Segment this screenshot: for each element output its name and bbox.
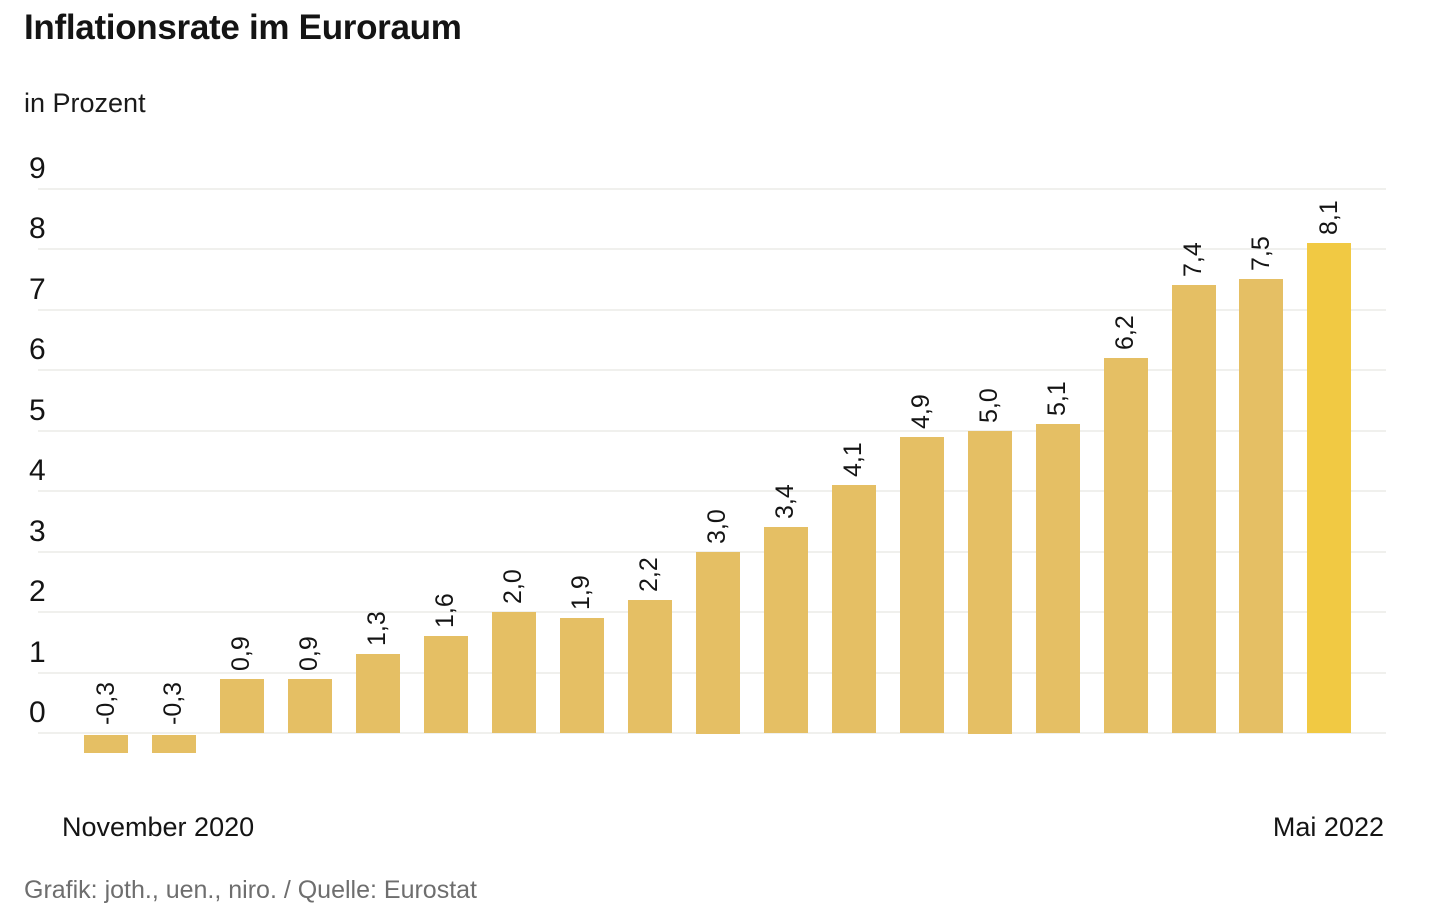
bar-18 xyxy=(1239,279,1283,733)
bar-5 xyxy=(356,654,400,733)
y-tick-label-8: 8 xyxy=(29,212,46,245)
bar-2 xyxy=(152,735,196,753)
bar-value-label-14: 5,0 xyxy=(975,388,1003,423)
bar-value-label-17: 7,4 xyxy=(1179,242,1207,277)
bar-8 xyxy=(560,618,604,733)
bar-7 xyxy=(492,612,536,733)
bar-17 xyxy=(1172,285,1216,733)
x-axis-start-label: November 2020 xyxy=(62,812,255,842)
gridline-3 xyxy=(38,550,1386,553)
bar-3 xyxy=(220,679,264,733)
y-tick-label-0: 0 xyxy=(29,696,46,729)
bar-6 xyxy=(424,636,468,733)
bar-value-label-8: 1,9 xyxy=(567,575,595,610)
bar-10 xyxy=(696,552,740,734)
y-tick-label-3: 3 xyxy=(29,514,46,548)
source-credit: Grafik: joth., uen., niro. / Quelle: Eur… xyxy=(24,876,477,904)
chart-title: Inflationsrate im Euroraum xyxy=(24,8,462,47)
y-tick-label-9: 9 xyxy=(29,151,46,185)
bar-16 xyxy=(1104,358,1148,733)
gridline-7 xyxy=(38,308,1386,311)
bar-value-label-18: 7,5 xyxy=(1247,236,1275,271)
bar-value-label-6: 1,6 xyxy=(431,593,459,628)
gridline-9 xyxy=(38,187,1386,190)
bar-value-label-7: 2,0 xyxy=(499,569,527,604)
bar-value-label-15: 5,1 xyxy=(1043,381,1071,416)
bar-value-label-4: 0,9 xyxy=(295,636,323,671)
bar-value-label-11: 3,4 xyxy=(771,484,799,519)
y-tick-label-7: 7 xyxy=(29,272,46,306)
bar-value-label-16: 6,2 xyxy=(1111,315,1139,350)
bar-13 xyxy=(900,437,944,733)
bar-11 xyxy=(764,527,808,733)
y-tick-label-4: 4 xyxy=(29,454,46,487)
bar-value-label-13: 4,9 xyxy=(907,394,935,429)
gridline-8 xyxy=(38,248,1386,250)
gridline-5 xyxy=(38,429,1386,432)
bar-4 xyxy=(288,679,332,733)
bar-15 xyxy=(1036,424,1080,733)
bar-value-label-3: 0,9 xyxy=(227,636,255,671)
bar-value-label-19: 8,1 xyxy=(1315,200,1343,235)
x-axis-end-label: Mai 2022 xyxy=(1272,812,1384,842)
bar-12 xyxy=(832,485,876,733)
bar-19 xyxy=(1307,243,1351,733)
bar-1 xyxy=(84,735,128,753)
bar-value-label-2: -0,3 xyxy=(159,681,187,725)
y-tick-label-1: 1 xyxy=(29,635,46,669)
bar-9 xyxy=(628,600,672,733)
gridline-4 xyxy=(38,490,1386,492)
bar-value-label-5: 1,3 xyxy=(363,611,391,646)
y-tick-label-5: 5 xyxy=(29,393,46,427)
bar-value-label-10: 3,0 xyxy=(703,509,731,544)
bar-14 xyxy=(968,431,1012,734)
y-tick-label-6: 6 xyxy=(29,333,46,366)
bar-value-label-12: 4,1 xyxy=(839,442,867,477)
chart-subtitle: in Prozent xyxy=(24,88,146,118)
gridline-6 xyxy=(38,369,1386,371)
y-tick-label-2: 2 xyxy=(29,575,46,608)
bar-value-label-9: 2,2 xyxy=(635,557,663,592)
bar-value-label-1: -0,3 xyxy=(92,681,120,725)
